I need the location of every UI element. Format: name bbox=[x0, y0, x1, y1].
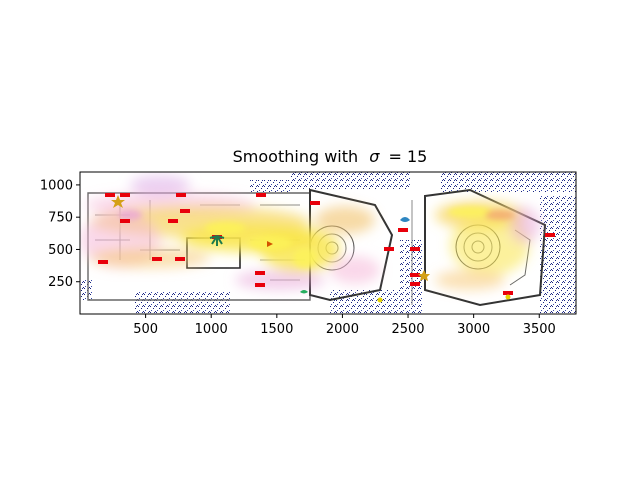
y-axis: 250 500 750 1000 bbox=[40, 178, 80, 290]
palm-icon bbox=[209, 235, 225, 246]
middle-hall-outline bbox=[309, 188, 394, 302]
chart-title: Smoothing with σ = 15 bbox=[233, 147, 428, 166]
x-tick-label: 1000 bbox=[195, 322, 228, 337]
star-icon-2 bbox=[418, 270, 430, 281]
arrow-icon bbox=[267, 241, 273, 247]
dot-icon-yellow-2 bbox=[505, 294, 511, 300]
dot-icon-yellow bbox=[377, 297, 383, 303]
y-tick-label: 500 bbox=[48, 243, 73, 258]
plot-area bbox=[80, 172, 576, 314]
left-wing-outline bbox=[87, 192, 311, 301]
axes-frame bbox=[79, 171, 577, 315]
x-axis: 500 1000 1500 2000 2500 3000 3500 bbox=[133, 314, 556, 337]
right-wing-outline bbox=[424, 188, 547, 307]
x-tick-label: 2000 bbox=[326, 322, 359, 337]
y-tick-label: 1000 bbox=[40, 178, 73, 193]
y-tick-label: 750 bbox=[48, 211, 73, 226]
y-tick-label: 250 bbox=[48, 275, 73, 290]
noise-speckle-layer bbox=[80, 172, 576, 314]
x-tick-label: 500 bbox=[133, 322, 158, 337]
x-tick-label: 1500 bbox=[260, 322, 293, 337]
leaf-icon-2 bbox=[300, 290, 308, 294]
plan-icons bbox=[111, 195, 511, 303]
leaf-icon bbox=[400, 217, 410, 222]
x-tick-label: 2500 bbox=[391, 322, 424, 337]
x-tick-label: 3500 bbox=[523, 322, 556, 337]
x-tick-label: 3000 bbox=[457, 322, 490, 337]
star-icon bbox=[111, 195, 125, 208]
